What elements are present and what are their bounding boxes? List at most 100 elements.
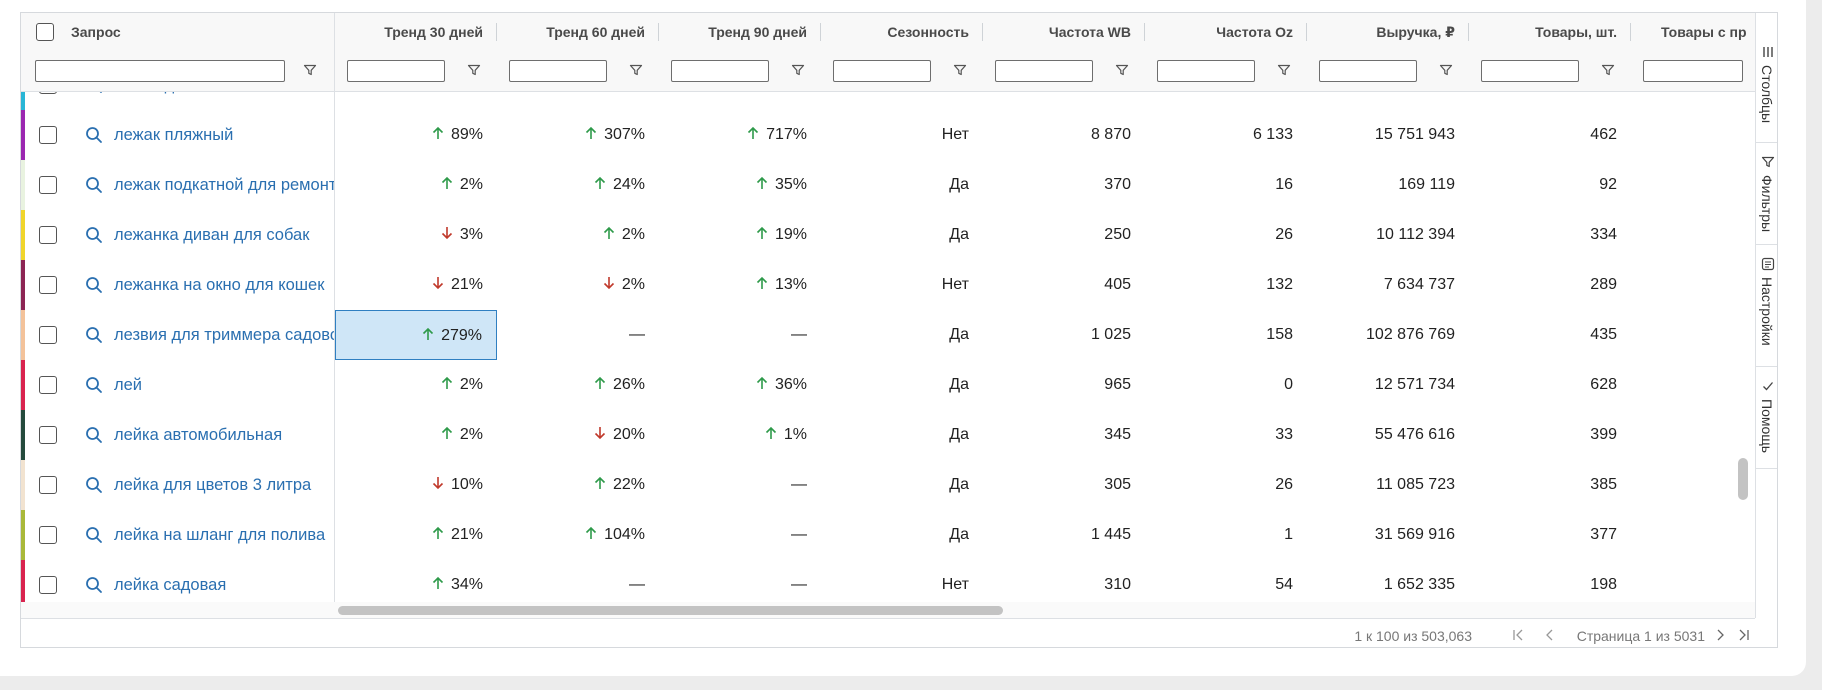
cell-trend90[interactable]: 717% <box>659 110 821 160</box>
cell-trend60[interactable]: 104% <box>497 510 659 560</box>
cell-query[interactable]: лезвия для триммера садового <box>21 310 335 360</box>
side-tab-settings[interactable]: Настройки <box>1756 245 1777 367</box>
cell-goods[interactable]: 399 <box>1469 410 1631 460</box>
cell-trend90[interactable]: 35% <box>659 160 821 210</box>
cell-trend30[interactable]: 279% <box>335 310 497 360</box>
filter-input-trend30[interactable] <box>347 60 445 82</box>
header-goods-with[interactable]: Товары с пр <box>1631 13 1755 51</box>
header-freq-oz[interactable]: Частота Oz <box>1145 13 1307 51</box>
cell-query[interactable]: лейка садовая <box>21 560 335 602</box>
cell-trend90[interactable]: 1% <box>659 410 821 460</box>
cell-freq-oz[interactable]: 6 133 <box>1145 110 1307 160</box>
cell-season[interactable]: Да <box>821 210 983 260</box>
table-row[interactable]: лежак подкатной для ремонта 2% 24% 35% Да 370… <box>21 160 1755 211</box>
cell-season[interactable]: Нет <box>821 110 983 160</box>
table-row[interactable]: лежанка диван для собак 3% 2% 19% Да 250 26 10 … <box>21 210 1755 261</box>
cell-freq-oz[interactable]: 1 <box>1145 510 1307 560</box>
cell-revenue[interactable]: 1 652 335 <box>1307 560 1469 602</box>
cell-freq-wb[interactable]: 310 <box>983 560 1145 602</box>
cell-goods[interactable]: 385 <box>1469 460 1631 510</box>
cell-freq-wb[interactable]: 345 <box>983 410 1145 460</box>
filter-icon[interactable] <box>467 63 481 77</box>
cell-goods[interactable]: 462 <box>1469 110 1631 160</box>
search-icon[interactable] <box>85 476 103 494</box>
row-checkbox[interactable] <box>39 226 57 244</box>
cell-trend60[interactable]: 18% <box>497 92 659 110</box>
search-icon[interactable] <box>85 126 103 144</box>
cell-freq-wb[interactable]: 250 <box>983 210 1145 260</box>
query-link[interactable]: лежак для собак <box>114 92 241 110</box>
cell-freq-oz[interactable]: 16 <box>1145 160 1307 210</box>
cell-trend60[interactable]: 307% <box>497 110 659 160</box>
search-icon[interactable] <box>85 376 103 394</box>
cell-season[interactable]: Нет <box>821 92 983 110</box>
cell-trend30[interactable]: 5% <box>335 92 497 110</box>
table-row[interactable]: лейка садовая 34% — — Нет 310 54 1 652 335 198 <box>21 560 1755 602</box>
table-row[interactable]: лежак пляжный 89% 307% 717% Нет 8 870 6 133 15 … <box>21 110 1755 161</box>
cell-trend30[interactable]: 34% <box>335 560 497 602</box>
cell-revenue[interactable]: 55 476 616 <box>1307 410 1469 460</box>
cell-query[interactable]: лежак подкатной для ремонта <box>21 160 335 210</box>
cell-freq-oz[interactable]: 132 <box>1145 260 1307 310</box>
query-link[interactable]: лейка автомобильная <box>114 426 283 444</box>
vertical-scroll-thumb[interactable] <box>1738 458 1748 500</box>
cell-season[interactable]: Да <box>821 460 983 510</box>
query-link[interactable]: лежанка на окно для кошек <box>114 276 325 294</box>
cell-query[interactable]: лежанка диван для собак <box>21 210 335 260</box>
cell-query[interactable]: лейка на шланг для полива <box>21 510 335 560</box>
cell-freq-wb[interactable]: 305 <box>983 460 1145 510</box>
cell-query[interactable]: лейка для цветов 3 литра <box>21 460 335 510</box>
query-link[interactable]: лежанка диван для собак <box>114 226 310 244</box>
cell-revenue[interactable]: 15 751 943 <box>1307 110 1469 160</box>
filter-icon[interactable] <box>1277 63 1291 77</box>
cell-freq-oz[interactable]: 26 <box>1145 210 1307 260</box>
search-icon[interactable] <box>85 276 103 294</box>
cell-goods[interactable]: 198 <box>1469 560 1631 602</box>
filter-input-freq_oz[interactable] <box>1157 60 1255 82</box>
cell-season[interactable]: Да <box>821 360 983 410</box>
cell-freq-wb[interactable]: 965 <box>983 360 1145 410</box>
cell-goods[interactable]: 289 <box>1469 260 1631 310</box>
side-tab-help[interactable]: Помощь <box>1756 367 1777 469</box>
cell-freq-wb[interactable]: 8 870 <box>983 110 1145 160</box>
cell-goods[interactable]: 334 <box>1469 210 1631 260</box>
horizontal-scroll-thumb[interactable] <box>338 606 1003 615</box>
cell-trend60[interactable]: 22% <box>497 460 659 510</box>
header-revenue[interactable]: Выручка, ₽ <box>1307 13 1469 51</box>
search-icon[interactable] <box>85 326 103 344</box>
cell-query[interactable]: лежанка на окно для кошек <box>21 260 335 310</box>
row-checkbox[interactable] <box>39 176 57 194</box>
table-row[interactable]: лежак для собак 5% 18% 14% Нет 6 405 705 37 263… <box>21 92 1755 111</box>
cell-trend30[interactable]: 3% <box>335 210 497 260</box>
filter-input-freq_wb[interactable] <box>995 60 1093 82</box>
cell-season[interactable]: Да <box>821 160 983 210</box>
cell-revenue[interactable]: 169 119 <box>1307 160 1469 210</box>
cell-trend30[interactable]: 2% <box>335 410 497 460</box>
cell-trend90[interactable]: 13% <box>659 260 821 310</box>
cell-revenue[interactable]: 7 634 737 <box>1307 260 1469 310</box>
row-checkbox[interactable] <box>39 376 57 394</box>
cell-season[interactable]: Да <box>821 510 983 560</box>
search-icon[interactable] <box>85 426 103 444</box>
filter-input-query[interactable] <box>35 60 285 82</box>
filter-input-goods_with[interactable] <box>1643 60 1743 82</box>
cell-trend60[interactable]: 2% <box>497 260 659 310</box>
cell-trend90[interactable]: — <box>659 460 821 510</box>
cell-query[interactable]: лейка автомобильная <box>21 410 335 460</box>
table-row[interactable]: лейка автомобильная 2% 20% 1% Да 345 33 55 476 … <box>21 410 1755 461</box>
filter-input-season[interactable] <box>833 60 931 82</box>
cell-query[interactable]: лежак для собак <box>21 92 335 110</box>
table-row[interactable]: лейка для цветов 3 литра 10% 22% — Да 305 26 11… <box>21 460 1755 511</box>
cell-trend30[interactable]: 21% <box>335 260 497 310</box>
cell-query[interactable]: лежак пляжный <box>21 110 335 160</box>
cell-trend30[interactable]: 2% <box>335 360 497 410</box>
table-row[interactable]: лежанка на окно для кошек 21% 2% 13% Нет 405 1… <box>21 260 1755 311</box>
last-page-icon[interactable] <box>1737 628 1751 642</box>
cell-trend90[interactable]: — <box>659 560 821 602</box>
filter-icon[interactable] <box>953 63 967 77</box>
cell-season[interactable]: Нет <box>821 560 983 602</box>
filter-input-revenue[interactable] <box>1319 60 1417 82</box>
cell-season[interactable]: Да <box>821 310 983 360</box>
cell-revenue[interactable]: 37 263 337 <box>1307 92 1469 110</box>
query-link[interactable]: лежак подкатной для ремонта <box>114 176 335 194</box>
